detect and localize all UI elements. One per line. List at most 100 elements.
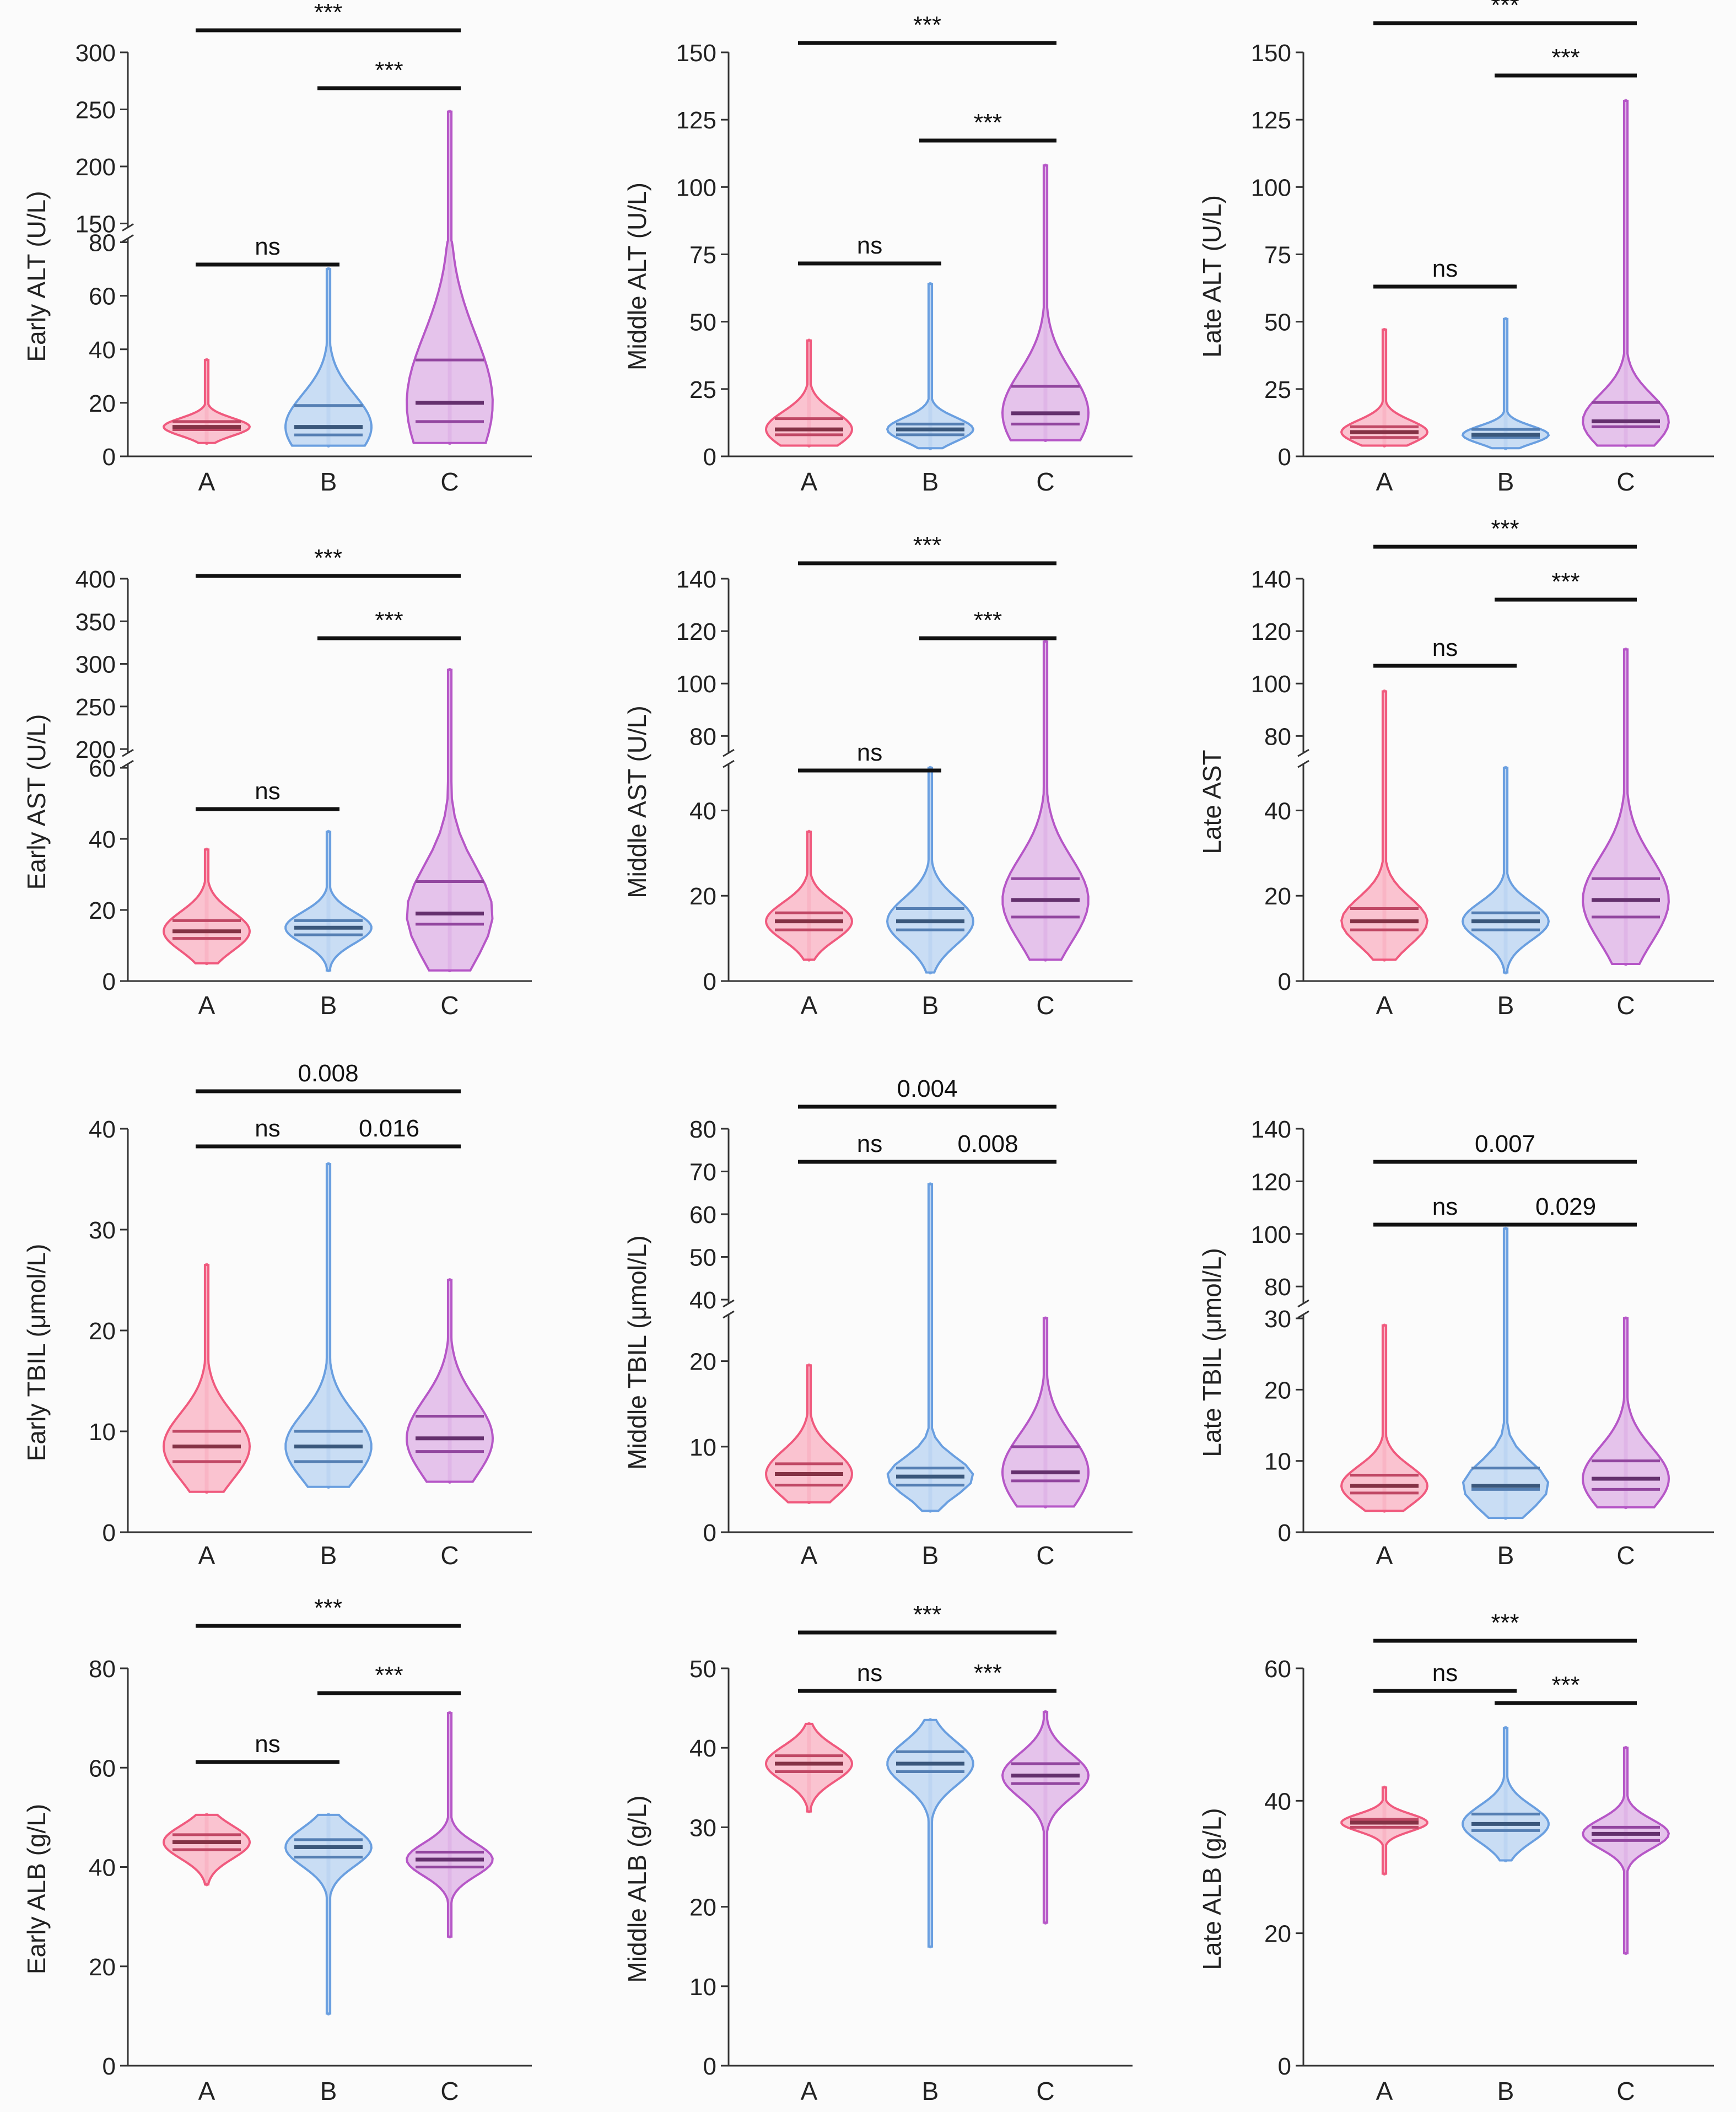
- violin-body: [1461, 767, 1550, 974]
- y-tick-label: 100: [676, 174, 716, 201]
- significance-label: ns: [857, 232, 882, 259]
- significance-label: ***: [314, 1594, 342, 1621]
- violin-body: [284, 1163, 373, 1488]
- significance-label: ***: [913, 12, 941, 39]
- significance-label: ***: [1551, 44, 1579, 71]
- y-tick-label: 60: [1264, 1656, 1291, 1683]
- axis-break-mark: [1297, 748, 1309, 768]
- y-tick-label: 100: [1251, 671, 1291, 698]
- violin-body: [886, 283, 975, 450]
- x-category-label: A: [1376, 467, 1393, 496]
- significance-label: 0.016: [359, 1115, 419, 1142]
- y-tick-label: 40: [89, 826, 116, 853]
- y-tick-label: 150: [76, 211, 116, 238]
- y-tick-label: 60: [689, 1202, 716, 1229]
- significance-label: ***: [974, 109, 1002, 136]
- significance-label: ***: [375, 57, 403, 84]
- y-tick-label: 75: [689, 242, 716, 269]
- y-axis-title: Early ALB (g/L): [22, 1804, 51, 1974]
- y-tick-label: 75: [1264, 242, 1291, 269]
- x-category-label: A: [198, 2077, 215, 2105]
- y-tick-label: 20: [1264, 883, 1291, 910]
- y-axis-title: Middle ALB (g/L): [623, 1795, 651, 1982]
- violin-body: [406, 669, 494, 972]
- y-tick-label: 80: [689, 1116, 716, 1143]
- y-tick-label: 50: [1264, 309, 1291, 336]
- panel-2: 0 25 50 75 100 125 150 Middle ALT (U/L) A B C *** **…: [623, 12, 1133, 496]
- y-tick-label: 30: [689, 1814, 716, 1841]
- y-tick-label: 40: [689, 798, 716, 825]
- y-tick-label: 25: [1264, 376, 1291, 403]
- y-tick-label: 10: [89, 1419, 116, 1446]
- y-tick-label: 20: [689, 1349, 716, 1376]
- y-tick-label: 140: [676, 566, 716, 593]
- y-tick-label: 50: [689, 1656, 716, 1683]
- panel-8: 0 10 20 40 50 60 70 80 Middle TBIL (μmol/L) A B C 0.…: [623, 1075, 1133, 1570]
- y-tick-label: 80: [1264, 1274, 1291, 1301]
- violin-body: [1582, 648, 1670, 965]
- axis-break-mark: [122, 748, 134, 768]
- axis-break-mark: [1297, 1299, 1309, 1319]
- significance-label: ***: [375, 1662, 403, 1689]
- y-tick-label: 0: [1278, 2053, 1291, 2080]
- x-category-label: B: [1497, 467, 1514, 496]
- panel-10: 0 20 40 60 80 Early ALB (g/L) A B C *** *** ns: [22, 1594, 532, 2105]
- violin-body: [284, 831, 373, 972]
- violin-body: [1462, 1227, 1550, 1520]
- significance-label: ***: [1491, 0, 1519, 19]
- x-category-label: C: [1036, 991, 1054, 1020]
- x-category-label: C: [440, 991, 459, 1020]
- x-category-label: B: [320, 1541, 337, 1570]
- y-tick-label: 120: [676, 618, 716, 645]
- y-tick-label: 40: [689, 1287, 716, 1314]
- x-category-label: B: [1497, 1541, 1514, 1570]
- x-category-label: C: [1616, 2077, 1635, 2105]
- y-tick-label: 70: [689, 1159, 716, 1186]
- x-category-label: B: [320, 2077, 337, 2105]
- x-category-label: A: [801, 467, 818, 496]
- y-tick-label: 0: [703, 2053, 716, 2080]
- y-tick-label: 100: [676, 671, 716, 698]
- y-tick-label: 10: [1264, 1448, 1291, 1475]
- y-tick-label: 20: [89, 897, 116, 924]
- x-category-label: B: [1497, 991, 1514, 1020]
- y-tick-label: 80: [89, 1656, 116, 1683]
- panel-3: 0 25 50 75 100 125 150 Late ALT (U/L) A B C *** *** n…: [1198, 0, 1714, 496]
- x-category-label: C: [440, 2077, 459, 2105]
- significance-label: 0.004: [897, 1075, 957, 1102]
- significance-label: ***: [1491, 515, 1519, 542]
- significance-label: ***: [974, 1660, 1002, 1687]
- panel-12: 0 20 40 60 Late ALB (g/L) A B C *** ns ***: [1198, 1609, 1714, 2105]
- y-tick-label: 20: [689, 1894, 716, 1921]
- y-axis-title: Late ALB (g/L): [1198, 1808, 1226, 1970]
- x-category-label: C: [1036, 467, 1054, 496]
- y-tick-label: 80: [1264, 723, 1291, 750]
- y-axis-title: Middle AST (U/L): [623, 705, 651, 898]
- significance-label: ns: [1432, 1660, 1458, 1687]
- x-category-label: C: [440, 1541, 459, 1570]
- y-tick-label: 140: [1251, 1116, 1291, 1143]
- y-tick-label: 40: [689, 1735, 716, 1762]
- y-tick-label: 30: [89, 1217, 116, 1244]
- y-tick-label: 0: [103, 444, 116, 471]
- y-tick-label: 20: [1264, 1377, 1291, 1404]
- x-category-label: C: [1616, 991, 1635, 1020]
- violin-body: [406, 1712, 494, 1938]
- x-category-label: C: [1036, 1541, 1054, 1570]
- y-tick-label: 30: [1264, 1306, 1291, 1333]
- violin-body: [1001, 1317, 1090, 1508]
- significance-label: ns: [857, 1660, 882, 1687]
- violin-body: [1340, 690, 1428, 961]
- y-axis-title: Early AST (U/L): [22, 714, 51, 890]
- significance-label: ***: [913, 532, 941, 559]
- y-tick-label: 40: [1264, 798, 1291, 825]
- significance-label: ***: [1551, 568, 1579, 595]
- y-tick-label: 40: [89, 1116, 116, 1143]
- panel-7: 0 10 20 30 40 Early TBIL (μmol/L) A B C 0.008 ns 0.…: [22, 1060, 532, 1570]
- violin-body: [886, 767, 975, 974]
- y-tick-label: 120: [1251, 618, 1291, 645]
- y-tick-label: 400: [76, 566, 116, 593]
- significance-label: ns: [255, 1731, 280, 1758]
